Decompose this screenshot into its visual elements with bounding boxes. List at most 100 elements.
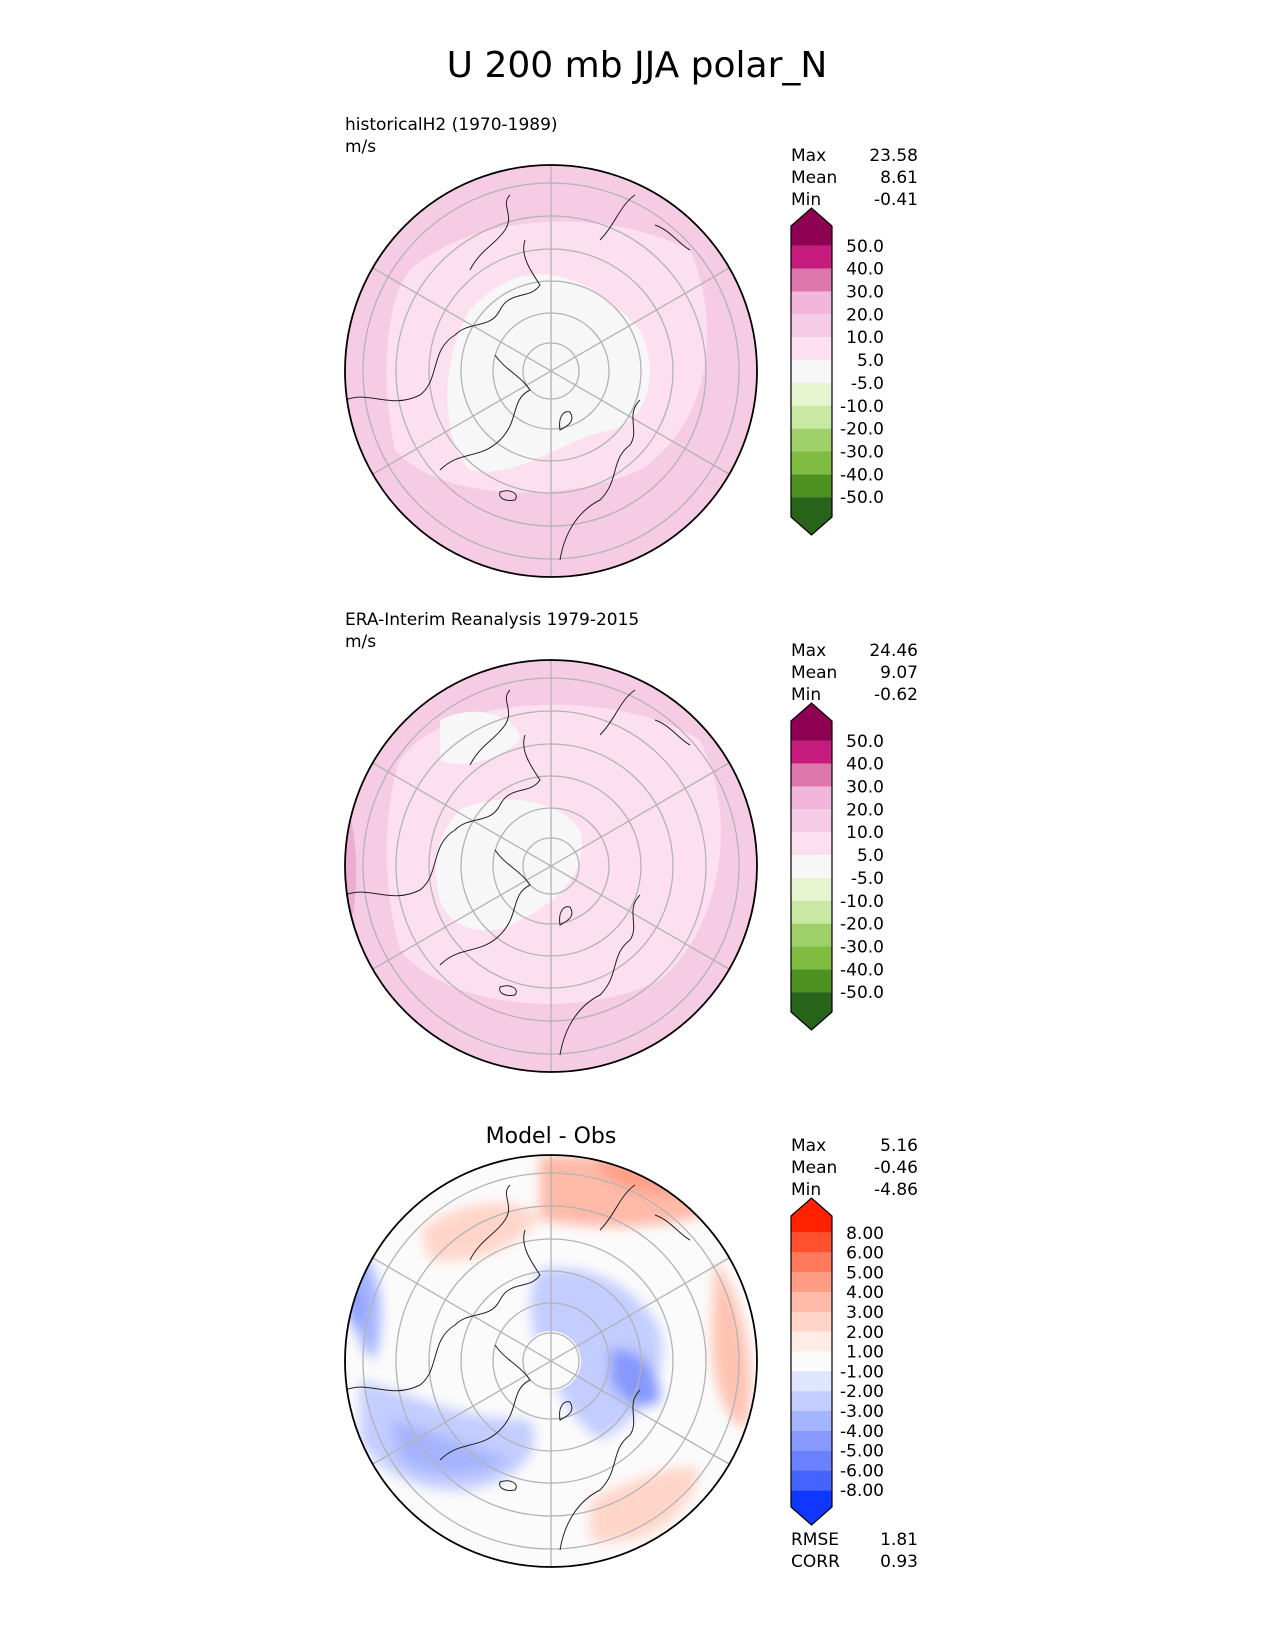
colorbar-swatch — [791, 405, 832, 429]
stat-max-value: 5.16 — [880, 1136, 918, 1156]
colorbar-swatch — [791, 497, 832, 535]
colorbar-swatch — [791, 1411, 832, 1431]
stat-min-label: Min — [791, 1180, 821, 1200]
colorbar-swatch — [791, 245, 832, 269]
coastlines — [345, 689, 691, 1056]
stat-mean-label: Mean — [791, 663, 837, 683]
graticule — [362, 660, 740, 1072]
colorbar-swatch — [791, 474, 832, 498]
colorbar-tick-label: -5.00 — [840, 1442, 884, 1462]
stat-mean-value: -0.46 — [874, 1158, 918, 1178]
stat-corr-label: CORR — [791, 1552, 840, 1572]
stat-corr-value: 0.93 — [880, 1552, 918, 1572]
colorbar-tick-label: -2.00 — [840, 1382, 884, 1402]
colorbar-swatch — [791, 268, 832, 292]
error-stats-block: RMSE 1.81 CORR 0.93 — [791, 1530, 918, 1572]
colorbar-swatch — [791, 1490, 832, 1525]
colorbar-swatch — [791, 1331, 832, 1352]
stat-rmse-label: RMSE — [791, 1530, 839, 1550]
field-negative-anomaly — [610, 1349, 660, 1407]
field-positive-anomaly — [711, 1260, 751, 1430]
colorbar-swatch — [791, 451, 832, 475]
graticule — [362, 165, 740, 577]
colorbar-tick-label: 30.0 — [846, 283, 884, 303]
colorbar-tick-label: 20.0 — [846, 800, 884, 820]
colorbar-swatch — [791, 832, 832, 856]
stat-min-label: Min — [791, 190, 821, 210]
panel-difference: Model - Obs — [344, 1124, 918, 1572]
colorbar-swatch — [791, 1312, 832, 1332]
panel-units: m/s — [345, 137, 376, 157]
colorbar-swatch — [791, 740, 832, 764]
colorbar-swatch — [791, 291, 832, 315]
stat-min-value: -4.86 — [874, 1180, 918, 1200]
colorbar-tick-label: 3.00 — [846, 1303, 884, 1323]
colorbar-outline — [790, 702, 833, 1031]
colorbar-swatch — [791, 1272, 832, 1293]
colorbar-swatch — [791, 900, 832, 924]
colorbar-swatch — [791, 337, 832, 361]
panel-units: m/s — [345, 632, 376, 652]
colorbar-tick-label: 50.0 — [846, 237, 884, 257]
colorbar-tick-label: -30.0 — [840, 937, 884, 957]
colorbar-swatch — [791, 763, 832, 787]
stat-min-value: -0.62 — [874, 685, 918, 705]
colorbar-tick-label: 40.0 — [846, 260, 884, 280]
colorbar-swatch — [791, 786, 832, 810]
field-positive-anomaly — [590, 1467, 700, 1542]
map-boundary — [344, 1154, 758, 1568]
colorbar: 50.0 40.0 30.020.0 10.0 5.0 -5.0 -10.0 -20.0-30… — [790, 207, 884, 536]
stat-min-value: -0.41 — [874, 190, 918, 210]
colorbar-tick-label: -1.00 — [840, 1362, 884, 1382]
colorbar-tick-label: -5.0 — [851, 869, 884, 889]
colorbar-swatch — [791, 1391, 832, 1411]
colorbar-tick-label: -5.0 — [851, 374, 884, 394]
colorbar-outline — [790, 1197, 833, 1526]
colorbar-tick-label: -20.0 — [840, 915, 884, 935]
colorbar-tick-label: 20.0 — [846, 305, 884, 325]
stat-rmse-value: 1.81 — [880, 1530, 918, 1550]
colorbar-tick-label: 8.00 — [846, 1224, 884, 1244]
colorbar-tick-label: 10.0 — [846, 823, 884, 843]
panel-subtitle: ERA-Interim Reanalysis 1979-2015 — [345, 610, 639, 630]
map-boundary — [344, 659, 758, 1073]
graticule — [362, 1155, 740, 1567]
colorbar-tick-label: 10.0 — [846, 328, 884, 348]
stat-mean-value: 8.61 — [880, 168, 918, 188]
colorbar-tick-label: 2.00 — [846, 1323, 884, 1343]
stat-mean-value: 9.07 — [880, 663, 918, 683]
colorbar-tick-label: -6.00 — [840, 1461, 884, 1481]
panel-subtitle: historicalH2 (1970-1989) — [345, 115, 558, 135]
colorbar-tick-label: 5.00 — [846, 1263, 884, 1283]
colorbar-tick-label: 1.00 — [846, 1343, 884, 1363]
colorbar-swatch — [791, 1430, 832, 1451]
colorbar-tick-label: 5.0 — [857, 351, 884, 371]
colorbar-tick-label: -40.0 — [840, 960, 884, 980]
stat-max-value: 23.58 — [869, 146, 918, 166]
colorbar-tick-label: 50.0 — [846, 732, 884, 752]
stat-min-label: Min — [791, 685, 821, 705]
colorbar-tick-label: 4.00 — [846, 1283, 884, 1303]
colorbar-swatch — [791, 809, 832, 833]
field-positive-anomaly — [420, 1203, 540, 1261]
colorbar-outline — [790, 207, 833, 536]
colorbar-swatch — [791, 1450, 832, 1471]
colorbar-swatch — [791, 1198, 832, 1233]
panel-subtitle: Model - Obs — [486, 1124, 617, 1149]
colorbar-tick-label: -3.00 — [840, 1402, 884, 1422]
colorbar-tick-label: 30.0 — [846, 778, 884, 798]
panel-obs: ERA-Interim Reanalysis 1979-2015 m/s — [344, 610, 918, 1073]
colorbar-swatch — [791, 1292, 832, 1312]
map-boundary — [344, 164, 758, 578]
colorbar-tick-label: 6.00 — [846, 1244, 884, 1264]
stat-max-value: 24.46 — [869, 641, 918, 661]
panel-model: historicalH2 (1970-1989) m/s — [344, 115, 918, 578]
stats-block: Max 5.16 Mean -0.46 Min -4.86 — [791, 1136, 918, 1200]
colorbar-swatch — [791, 923, 832, 947]
colorbar-tick-label: 40.0 — [846, 755, 884, 775]
figure-title: U 200 mb JJA polar_N — [447, 45, 828, 86]
colorbar-swatch — [791, 1351, 832, 1372]
stat-mean-label: Mean — [791, 1158, 837, 1178]
colorbar-swatch — [791, 1232, 832, 1253]
